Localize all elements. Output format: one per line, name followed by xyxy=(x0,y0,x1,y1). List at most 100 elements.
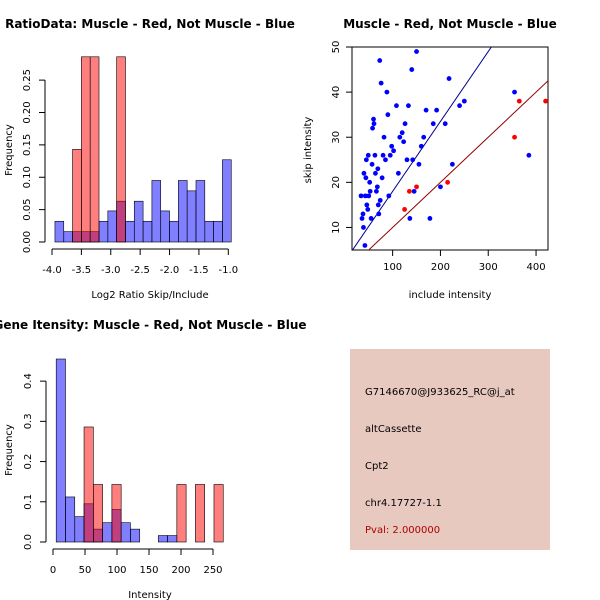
intensity-x-tick-label: 0 xyxy=(50,565,56,576)
ratio-y-tick-label: 0.25 xyxy=(22,69,33,91)
scatter-x-tick-label: 400 xyxy=(527,262,546,273)
scatter-point-muscle xyxy=(414,184,419,190)
scatter-point-not-muscle xyxy=(387,152,393,158)
ratio-bar-not-muscle xyxy=(151,180,162,243)
scatter-point-not-muscle xyxy=(377,58,383,63)
scatter-y-tick-label: 20 xyxy=(331,176,342,189)
scatter-point-not-muscle xyxy=(364,202,370,208)
scatter-point-not-muscle xyxy=(380,152,386,158)
intensity-y-tick-label: 0.1 xyxy=(23,494,34,510)
ratio-bar-muscle xyxy=(81,56,91,243)
intensity-bar-muscle xyxy=(213,484,224,543)
intensity-bar-muscle xyxy=(93,484,103,543)
ratio-y-tick-label: 0.20 xyxy=(22,101,33,123)
event-type-text: altCassette xyxy=(365,424,422,435)
intensity-x-tick-label: 150 xyxy=(139,565,158,576)
scatter-point-not-muscle xyxy=(371,116,376,122)
ratio-bar-not-muscle xyxy=(186,190,197,243)
scatter-point-not-muscle xyxy=(371,121,377,127)
scatter-point-not-muscle xyxy=(407,216,413,221)
scatter-point-muscle xyxy=(516,98,522,104)
ratio-bar-muscle xyxy=(89,56,100,243)
scatter-x-tick-label: 300 xyxy=(479,262,498,273)
scatter-fit-line-0 xyxy=(352,47,492,250)
scatter-y-tick-label: 40 xyxy=(331,86,342,99)
scatter-y-tick-label: 30 xyxy=(331,131,342,144)
scatter-point-not-muscle xyxy=(430,121,436,127)
ratio-bar-not-muscle xyxy=(54,220,65,243)
ratio-bar-not-muscle xyxy=(195,180,206,243)
scatter-point-not-muscle xyxy=(410,157,416,163)
intensity-bar-muscle xyxy=(111,484,122,543)
intensity-chart-title: Gene Itensity: Muscle - Red, Not Muscle … xyxy=(0,318,307,332)
gene-info-panel: G7146670@J933625_RC@j_at altCassette Cpt… xyxy=(350,349,550,550)
ratio-bar-not-muscle xyxy=(142,220,153,243)
ratio-y-tick-label: 0.00 xyxy=(22,231,33,253)
scatter-point-not-muscle xyxy=(414,49,419,54)
scatter-point-not-muscle xyxy=(373,170,378,176)
intensity-x-tick-label: 50 xyxy=(79,565,92,576)
scatter-point-not-muscle xyxy=(438,184,443,190)
ratio-bar-not-muscle xyxy=(63,231,73,243)
pval-text: Pval: 2.000000 xyxy=(365,525,441,536)
ratio-x-axis-label: Log2 Ratio Skip/Include xyxy=(91,290,208,301)
scatter-point-muscle xyxy=(512,134,517,140)
ratio-bar-muscle xyxy=(72,149,82,243)
scatter-point-not-muscle xyxy=(457,103,462,109)
ratio-x-tick-label: -4.0 xyxy=(42,265,62,276)
scatter-point-not-muscle xyxy=(370,125,375,131)
ratio-bar-not-muscle xyxy=(160,210,170,243)
scatter-x-tick-label: 100 xyxy=(383,262,402,273)
scatter-point-not-muscle xyxy=(442,121,448,127)
scatter-point-not-muscle xyxy=(366,193,372,199)
scatter-point-not-muscle xyxy=(406,103,411,109)
ratio-x-tick-label: -1.5 xyxy=(189,265,209,276)
scatter-point-not-muscle xyxy=(358,193,364,199)
scatter-point-not-muscle xyxy=(397,134,403,140)
scatter-point-not-muscle xyxy=(362,243,368,248)
scatter-point-not-muscle xyxy=(376,211,382,217)
scatter-point-not-muscle xyxy=(386,193,392,199)
ratio-y-axis-label: Frequency xyxy=(4,124,15,176)
intensity-bar-not-muscle xyxy=(120,522,131,543)
scatter-point-not-muscle xyxy=(374,184,380,190)
ratio-bar-not-muscle xyxy=(178,180,188,243)
scatter-point-not-muscle xyxy=(367,188,373,194)
scatter-point-not-muscle xyxy=(361,170,367,176)
scatter-point-not-muscle xyxy=(391,148,396,154)
intensity-bar-muscle xyxy=(83,426,94,543)
scatter-point-not-muscle xyxy=(416,161,422,167)
intensity-bar-muscle xyxy=(195,484,205,543)
scatter-point-not-muscle xyxy=(369,161,375,167)
ratio-x-tick-label: -2.0 xyxy=(160,265,180,276)
scatter-point-not-muscle xyxy=(365,207,371,212)
scatter-point-not-muscle xyxy=(377,197,383,203)
ratio-x-tick-label: -3.5 xyxy=(72,265,92,276)
scatter-point-not-muscle xyxy=(512,89,517,95)
ratio-bar-muscle xyxy=(116,56,126,243)
ratio-bar-not-muscle xyxy=(222,159,232,243)
scatter-point-not-muscle xyxy=(381,134,387,140)
scatter-point-not-muscle xyxy=(461,98,467,104)
scatter-point-not-muscle xyxy=(526,152,532,158)
scatter-point-not-muscle xyxy=(368,216,374,221)
ratio-y-tick-label: 0.15 xyxy=(22,134,33,156)
scatter-point-not-muscle xyxy=(423,107,429,113)
scatter-x-tick-label: 200 xyxy=(431,262,450,273)
scatter-point-not-muscle xyxy=(411,188,417,194)
scatter-point-not-muscle xyxy=(375,166,381,172)
scatter-point-not-muscle xyxy=(372,152,378,158)
scatter-point-not-muscle xyxy=(402,121,408,127)
ratio-x-tick-label: -1.0 xyxy=(219,265,239,276)
scatter-y-tick-label: 50 xyxy=(331,41,342,54)
scatter-point-not-muscle xyxy=(373,188,379,194)
scatter-point-not-muscle xyxy=(434,107,440,113)
scatter-point-not-muscle xyxy=(363,157,369,163)
scatter-point-muscle xyxy=(406,188,412,194)
intensity-bar-not-muscle xyxy=(102,522,113,543)
intensity-bar-not-muscle xyxy=(65,496,76,543)
intensity-bar-not-muscle xyxy=(157,535,168,543)
intensity-y-axis-label: Frequency xyxy=(4,424,15,476)
ratio-chart-title: RatioData: Muscle - Red, Not Muscle - Bl… xyxy=(5,17,295,31)
ratio-y-tick-label: 0.10 xyxy=(22,166,33,188)
